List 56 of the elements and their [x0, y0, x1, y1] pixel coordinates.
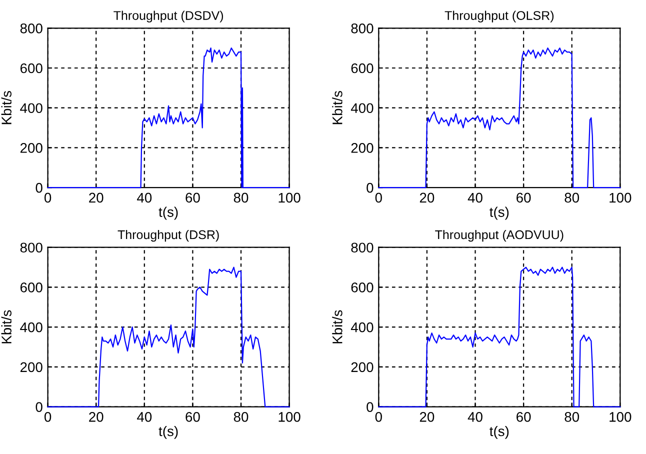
y-tick-label: 400 — [350, 103, 374, 114]
y-tick-label: 0 — [366, 182, 374, 193]
y-tick-label: 600 — [351, 63, 374, 74]
y-tick-label: 600 — [351, 282, 374, 292]
y-tick-label: 800 — [351, 242, 374, 253]
x-tick-label: 80 — [234, 192, 248, 203]
x-axis-title: t(s) — [158, 206, 178, 220]
y-axis-title: Kbit/s — [332, 310, 342, 344]
y-axis-title: Kbit/s — [332, 90, 342, 124]
x-tick-label: 80 — [564, 412, 580, 422]
y-tick-label: 400 — [350, 322, 374, 332]
y-tick-label: 600 — [20, 63, 42, 74]
x-axis-title: t(s) — [490, 426, 509, 439]
x-tick-label: 20 — [89, 412, 104, 422]
chart-title: Throughput (OLSR) — [444, 10, 554, 22]
chart-title: Throughput (DSR) — [118, 230, 219, 242]
x-tick-label: 60 — [186, 192, 200, 203]
x-axis-title: t(s) — [158, 426, 178, 439]
y-axis-title: Kbit/s — [1, 310, 12, 344]
x-tick-label: 20 — [420, 412, 434, 422]
y-tick-label: 0 — [36, 402, 42, 412]
x-tick-label: 40 — [468, 412, 482, 422]
x-axis-title: t(s) — [490, 206, 509, 220]
y-tick-label: 800 — [20, 242, 42, 253]
x-tick-label: 0 — [375, 192, 382, 203]
y-tick-label: 0 — [366, 402, 374, 412]
x-tick-label: 0 — [375, 412, 382, 422]
x-tick-label: 0 — [44, 412, 52, 422]
x-tick-label: 20 — [89, 192, 104, 203]
x-tick-label: 60 — [186, 412, 200, 422]
y-axis-title: Kbit/s — [1, 90, 12, 124]
x-tick-label: 80 — [234, 412, 248, 422]
y-tick-label: 0 — [36, 182, 42, 193]
x-tick-label: 0 — [44, 192, 52, 203]
y-tick-label: 200 — [351, 143, 374, 153]
y-tick-label: 400 — [20, 103, 42, 114]
y-tick-label: 200 — [351, 362, 374, 372]
x-tick-label: 60 — [516, 192, 531, 203]
x-tick-label: 100 — [278, 412, 300, 422]
y-tick-label: 800 — [20, 23, 42, 34]
chart-title: Throughput (AODVUU) — [435, 230, 564, 242]
x-tick-label: 20 — [420, 192, 434, 203]
x-tick-label: 80 — [564, 192, 580, 203]
y-tick-label: 800 — [351, 23, 374, 34]
x-tick-label: 40 — [137, 412, 152, 422]
y-tick-label: 400 — [20, 322, 42, 332]
chart-title: Throughput (DSDV) — [114, 10, 224, 22]
x-tick-label: 100 — [610, 412, 632, 422]
y-tick-label: 200 — [20, 143, 42, 153]
x-tick-label: 100 — [610, 192, 632, 203]
y-tick-label: 600 — [20, 282, 42, 292]
x-tick-label: 40 — [137, 192, 152, 203]
x-tick-label: 60 — [516, 412, 531, 422]
x-tick-label: 100 — [278, 192, 300, 203]
y-tick-label: 200 — [20, 362, 42, 372]
x-tick-label: 40 — [468, 192, 482, 203]
